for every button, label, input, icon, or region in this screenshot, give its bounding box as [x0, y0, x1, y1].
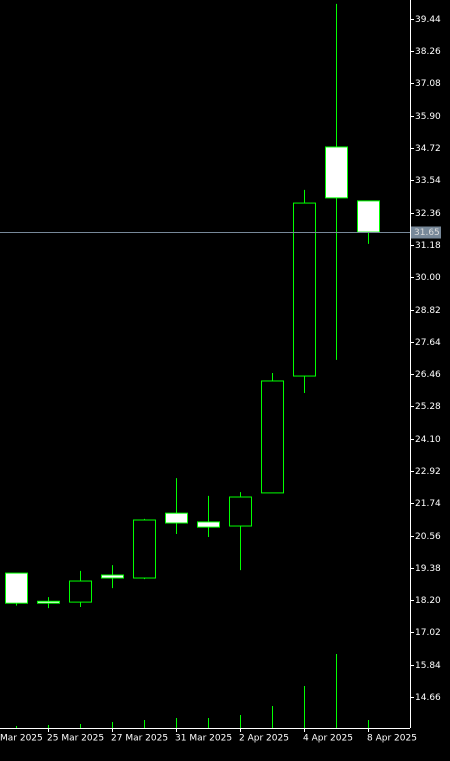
x-tick-label: 8 Apr 2025 — [367, 734, 417, 744]
x-tick-label: 27 Mar 2025 — [111, 734, 168, 744]
y-tick-label: 32.36 — [415, 209, 441, 219]
x-tick-label: 2 Apr 2025 — [239, 734, 289, 744]
y-tick-label: 19.38 — [415, 564, 441, 574]
y-tick-label: 28.82 — [415, 306, 441, 316]
y-tick-label: 35.90 — [415, 112, 441, 122]
candle-body — [37, 600, 60, 604]
y-tick-label: 17.02 — [415, 628, 441, 638]
candle-body — [5, 572, 28, 604]
candle-body — [229, 496, 252, 527]
candle-body — [69, 580, 92, 603]
current-price-label: 31.65 — [414, 228, 440, 238]
y-tick-label: 33.54 — [415, 176, 441, 186]
y-tick-label: 31.18 — [415, 241, 441, 251]
y-tick-label: 26.46 — [415, 370, 441, 380]
candle-body — [165, 512, 188, 524]
y-tick-label: 21.74 — [415, 499, 441, 509]
y-tick-label: 14.66 — [415, 693, 441, 703]
current-price-box — [411, 226, 441, 239]
y-tick-label: 18.20 — [415, 596, 441, 606]
candle-body — [325, 146, 348, 199]
x-tick-label: Mar 2025 — [0, 734, 43, 744]
y-tick-label: 24.10 — [415, 435, 441, 445]
x-tick-label: 31 Mar 2025 — [175, 734, 232, 744]
candle-body — [197, 521, 220, 528]
x-tick-label: 25 Mar 2025 — [47, 734, 104, 744]
y-tick-label: 30.00 — [415, 273, 441, 283]
y-tick-label: 27.64 — [415, 338, 441, 348]
candle-body — [293, 202, 316, 377]
y-tick-label: 15.84 — [415, 661, 441, 671]
y-tick-label: 25.28 — [415, 402, 441, 412]
candle-body — [357, 200, 380, 233]
y-tick-label: 20.56 — [415, 532, 441, 542]
x-tick-label: 4 Apr 2025 — [303, 734, 353, 744]
candle-body — [261, 380, 284, 494]
y-tick-label: 39.44 — [415, 15, 441, 25]
y-tick-label: 37.08 — [415, 79, 441, 89]
candle-body — [133, 519, 156, 579]
y-tick-label: 38.26 — [415, 47, 441, 57]
candle-body — [101, 574, 124, 579]
y-tick-label: 22.92 — [415, 467, 441, 477]
y-tick-label: 34.72 — [415, 144, 441, 154]
